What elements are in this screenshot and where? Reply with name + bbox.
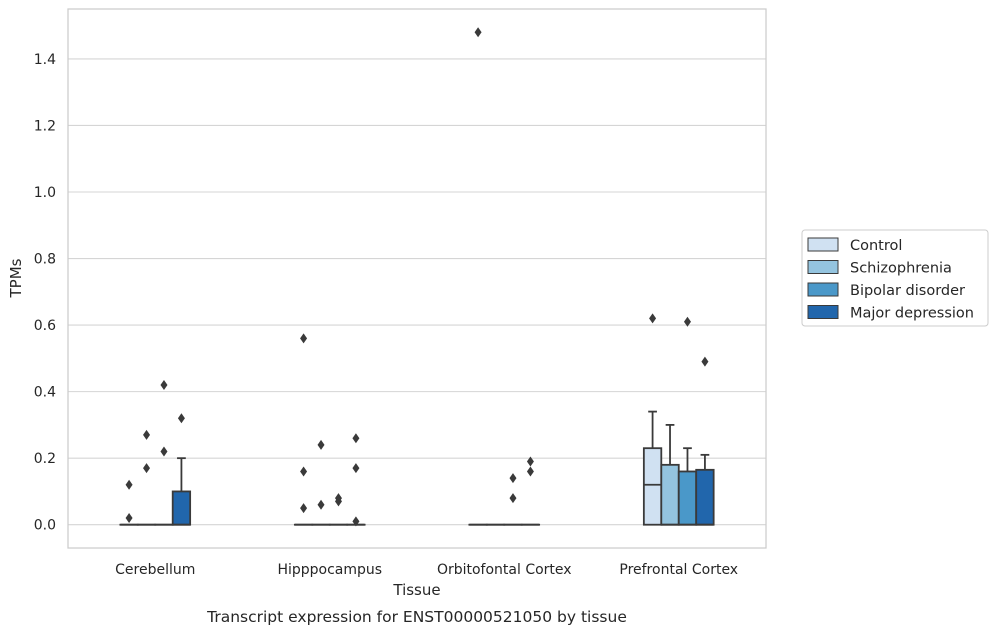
outlier-point	[143, 463, 151, 474]
legend-label: Major depression	[850, 306, 974, 322]
outlier-point	[352, 433, 360, 444]
y-tick-label: 0.8	[34, 252, 56, 268]
outlier-point	[317, 499, 325, 510]
box-body	[660, 463, 680, 526]
legend-label: Schizophrenia	[850, 261, 952, 277]
y-tick-label: 0.0	[34, 518, 56, 534]
outlier-point	[160, 446, 168, 457]
y-tick-label: 0.6	[34, 318, 56, 334]
box-schizophrenia	[136, 429, 157, 526]
outlier-point	[683, 316, 691, 327]
legend-label: Control	[850, 238, 902, 254]
y-axis-label: TPMs	[7, 258, 25, 298]
x-tick-label: Orbitofontal Cortex	[437, 562, 572, 578]
outlier-point	[300, 503, 308, 514]
x-tick-label: Cerebellum	[115, 562, 195, 578]
x-tick-label: Hipppocampus	[277, 562, 382, 578]
outlier-point	[125, 479, 133, 490]
box-schizophrenia	[311, 439, 331, 526]
outlier-point	[300, 466, 308, 477]
outlier-point	[526, 466, 534, 477]
plot-frame	[67, 8, 767, 549]
legend: Control Schizophrenia Bipolar disorder Majo…	[801, 229, 989, 327]
chart-caption: Transcript expression for ENST0000052105…	[206, 608, 627, 626]
box-body	[642, 447, 663, 526]
x-axis-label: Tissue	[392, 581, 440, 599]
y-tick-label: 1.4	[34, 52, 56, 68]
outlier-point	[701, 356, 709, 367]
box-major-depression	[346, 433, 366, 527]
box-body	[695, 468, 715, 526]
box-major-depression	[520, 456, 541, 526]
y-axis-ticks: 0.0 0.2 0.4 0.6 0.8 1.0 1.2 1.4	[34, 52, 56, 534]
outlier-point	[352, 516, 360, 527]
outlier-point	[143, 429, 151, 440]
legend-swatch	[807, 237, 839, 252]
box-bipolar-disorder	[677, 316, 698, 526]
y-tick-label: 1.0	[34, 185, 56, 201]
y-tick-label: 1.2	[34, 118, 56, 134]
outlier-point	[125, 513, 133, 524]
box-body	[677, 470, 698, 526]
x-tick-label: Prefrontal Cortex	[619, 562, 738, 578]
outlier-point	[509, 473, 517, 484]
outlier-point	[300, 333, 308, 344]
outlier-point	[160, 379, 168, 390]
box-major-depression	[171, 413, 192, 526]
box-body	[171, 490, 192, 526]
y-tick-label: 0.2	[34, 451, 56, 467]
outlier-point	[526, 456, 534, 467]
box-major-depression	[695, 356, 715, 526]
box-series	[119, 27, 715, 527]
y-tick-label: 0.4	[34, 385, 56, 401]
legend-swatch	[807, 282, 839, 297]
legend-swatch	[807, 305, 839, 319]
box-control	[293, 333, 314, 526]
outlier-point	[352, 463, 360, 474]
box-bipolar-disorder	[328, 493, 349, 526]
outlier-point	[177, 413, 185, 424]
box-bipolar-disorder	[503, 473, 523, 526]
outlier-point	[649, 313, 657, 324]
legend-frame	[801, 229, 989, 327]
outlier-point	[509, 493, 517, 504]
outlier-point	[317, 439, 325, 450]
box-control	[119, 479, 139, 526]
outlier-point	[474, 27, 482, 38]
legend-swatch	[807, 260, 839, 274]
x-axis-ticks: Cerebellum Hipppocampus Orbitofontal Corte…	[115, 562, 738, 578]
outlier-point	[334, 493, 342, 504]
legend-label: Bipolar disorder	[850, 283, 965, 299]
